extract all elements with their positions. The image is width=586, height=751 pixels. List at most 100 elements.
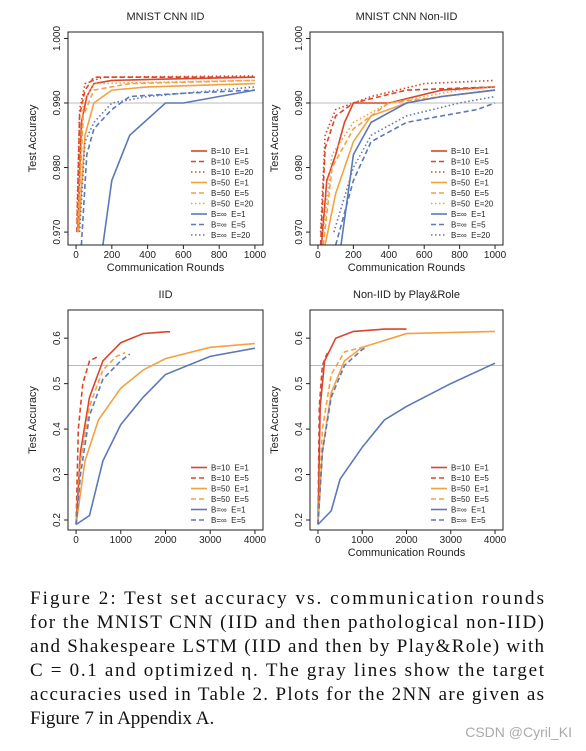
legend-label: B=50 E=1 — [451, 179, 489, 188]
y-tick-label: 0.980 — [294, 155, 305, 180]
y-tick-label: 0.990 — [52, 90, 63, 115]
plot-area — [68, 331, 263, 526]
series-line — [76, 75, 255, 220]
plot-frame — [309, 309, 504, 531]
chart-title: IID — [158, 289, 172, 301]
x-axis-label: Communication Rounds — [348, 262, 466, 274]
y-tick-label: 1.000 — [52, 26, 63, 51]
legend-label: B=∞ E=20 — [211, 231, 251, 240]
series-line — [102, 89, 256, 245]
x-tick-label: 0 — [315, 535, 321, 546]
series-line — [317, 328, 407, 525]
x-tick-label: 0 — [315, 250, 321, 261]
series-line — [77, 76, 255, 233]
series-line — [75, 355, 99, 525]
caption-line: C = 0.1 and optimized η. The gray lines … — [30, 660, 545, 681]
legend-label: B=∞ E=5 — [451, 221, 486, 230]
chart-title: MNIST CNN Non-IID — [356, 11, 458, 23]
x-tick-label: 1000 — [351, 535, 374, 546]
x-tick-label: 0 — [73, 535, 79, 546]
x-tick-label: 1000 — [484, 250, 507, 261]
plot-frame — [67, 31, 264, 246]
x-tick-label: 2000 — [154, 535, 177, 546]
caption-line: accuracies used in Table 2. Plots for th… — [30, 684, 544, 705]
legend-label: B=50 E=20 — [451, 200, 494, 209]
x-axis-label: Communication Rounds — [348, 547, 466, 559]
legend-label: B=∞ E=1 — [211, 506, 246, 515]
legend-label: B=10 E=1 — [451, 147, 489, 156]
legend-label: B=∞ E=1 — [451, 506, 486, 515]
legend-label: B=∞ E=5 — [211, 221, 246, 230]
x-tick-label: 800 — [211, 250, 228, 261]
legend-label: B=10 E=1 — [211, 147, 249, 156]
legend-label: B=∞ E=20 — [451, 231, 491, 240]
series-line — [75, 351, 126, 525]
x-tick-label: 600 — [416, 250, 433, 261]
series-line — [317, 346, 368, 525]
x-tick-label: 800 — [451, 250, 468, 261]
y-tick-label: 0.3 — [52, 467, 63, 481]
legend-label: B=10 E=5 — [451, 158, 489, 167]
y-tick-label: 0.970 — [294, 219, 305, 244]
legend-label: B=10 E=5 — [451, 474, 489, 483]
legend-label: B=50 E=5 — [211, 189, 249, 198]
legend-label: B=10 E=1 — [211, 464, 249, 473]
legend-label: B=50 E=1 — [451, 485, 489, 494]
series-line — [75, 331, 170, 525]
y-axis-label: Test Accuracy — [27, 104, 39, 172]
legend-label: B=∞ E=1 — [211, 210, 246, 219]
x-tick-label: 4000 — [244, 535, 267, 546]
series-line — [76, 76, 255, 233]
plot-area — [310, 328, 503, 526]
legend-label: B=∞ E=5 — [211, 516, 246, 525]
y-tick-label: 0.5 — [294, 376, 305, 390]
caption-line: Figure 7 in Appendix A. — [30, 708, 214, 729]
legend-label: B=50 E=1 — [211, 485, 249, 494]
series-line — [319, 86, 496, 245]
legend-label: B=10 E=20 — [451, 168, 494, 177]
x-tick-label: 600 — [175, 250, 192, 261]
x-tick-label: 0 — [73, 250, 79, 261]
y-axis-label: Test Accuracy — [269, 386, 281, 454]
x-tick-label: 1000 — [244, 250, 267, 261]
legend-label: B=10 E=5 — [211, 474, 249, 483]
x-tick-label: 4000 — [484, 535, 507, 546]
plot-frame — [67, 309, 264, 531]
legend-label: B=50 E=5 — [451, 189, 489, 198]
caption-line: and Shakespeare LSTM (IID and then by Pl… — [30, 636, 545, 657]
y-tick-label: 0.6 — [52, 331, 63, 345]
y-tick-label: 0.6 — [294, 331, 305, 345]
x-tick-label: 3000 — [440, 535, 463, 546]
y-tick-label: 0.2 — [294, 513, 305, 527]
y-tick-label: 0.3 — [294, 467, 305, 481]
legend-label: B=∞ E=1 — [451, 210, 486, 219]
series-line — [78, 86, 255, 233]
y-tick-label: 0.2 — [52, 513, 63, 527]
chart-title: MNIST CNN IID — [126, 11, 204, 23]
chart-title: Non-IID by Play&Role — [353, 289, 460, 301]
series-line — [75, 342, 255, 525]
legend-label: B=∞ E=5 — [451, 516, 486, 525]
x-tick-label: 2000 — [395, 535, 418, 546]
x-tick-label: 400 — [139, 250, 156, 261]
legend-label: B=50 E=5 — [451, 495, 489, 504]
x-axis-label: Communication Rounds — [107, 262, 225, 274]
plot-frame — [309, 31, 504, 246]
plot-area — [310, 79, 503, 245]
y-axis-label: Test Accuracy — [269, 104, 281, 172]
y-tick-label: 0.990 — [294, 90, 305, 115]
legend-label: B=50 E=1 — [211, 179, 249, 188]
y-tick-label: 0.4 — [294, 422, 305, 436]
series-line — [75, 347, 256, 526]
series-line — [320, 86, 496, 245]
y-tick-label: 1.000 — [294, 26, 305, 51]
legend-label: B=50 E=20 — [211, 200, 254, 209]
plot-area — [68, 75, 263, 245]
y-tick-label: 0.970 — [52, 219, 63, 244]
series-line — [317, 351, 332, 525]
legend-label: B=10 E=1 — [451, 464, 489, 473]
series-line — [340, 89, 496, 245]
series-line — [77, 79, 255, 233]
series-line — [322, 86, 496, 233]
